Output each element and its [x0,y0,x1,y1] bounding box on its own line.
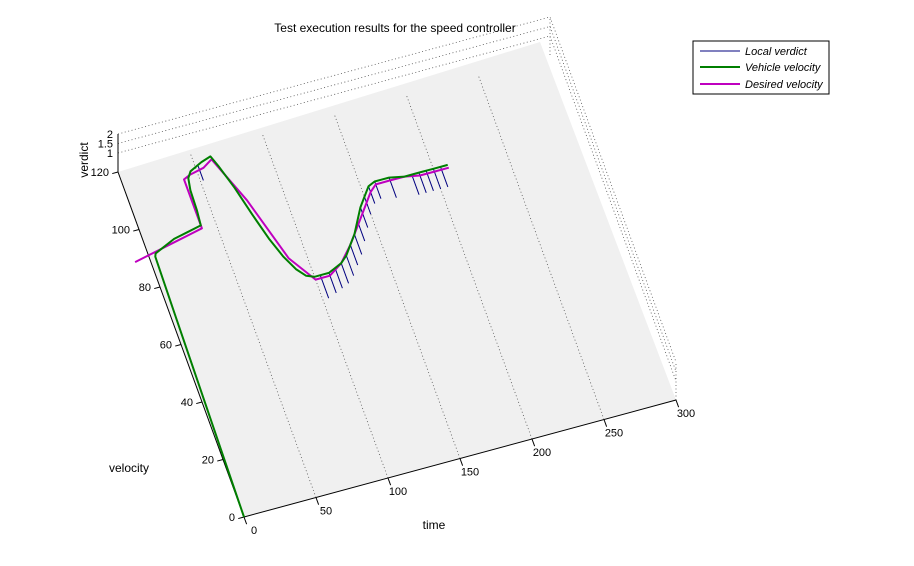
legend-entry-vehicle: Vehicle velocity [745,62,822,74]
time-tick-label: 200 [533,447,551,459]
verdict-tick-label: 1.5 [98,139,113,151]
velocity-tick-label: 100 [112,225,130,237]
local-verdict-drop [319,275,330,299]
verdict-tick-label: 2 [107,129,113,141]
velocity-tick-label: 40 [181,397,193,409]
time-tick-mark [243,516,248,525]
desired-velocity-line [134,158,450,281]
velocity-tick-label: 80 [139,282,151,294]
velocity-tick-label: 60 [160,340,172,352]
z-axis-label: verdict [77,142,91,178]
time-tick-mark [531,438,536,447]
velocity-tick-mark [133,229,140,232]
local-verdict-drop [197,165,204,181]
time-tick-label: 250 [605,428,623,440]
legend-entry-desired: Desired velocity [745,79,824,91]
velocity-tick-label: 20 [202,455,214,467]
time-tick-label: 0 [251,525,257,537]
local-verdict-drop [363,196,372,215]
local-verdict-drop [349,244,359,266]
velocity-tick-label: 0 [229,512,235,524]
local-verdict-drop [368,186,376,204]
local-verdict-drop [353,234,363,255]
vehicle-velocity-line [154,155,448,518]
local-verdict-drop [411,174,420,195]
local-verdict-drop [359,207,369,228]
legend-entry-verdict: Local verdict [745,46,808,58]
time-tick-label: 150 [461,467,479,479]
y-axis-label: velocity [109,461,149,475]
verdict-tick-label: 1 [107,148,113,160]
time-tick-mark [603,419,608,427]
chart-title: Test execution results for the speed con… [274,21,515,35]
tick-labels: 0 50 100 150 200 250 300 0 20 40 60 80 100 120 11.52 [91,129,696,537]
velocity-tick-label: 120 [91,167,109,179]
time-tick-label: 50 [320,506,332,518]
velocity-tick-mark [196,401,203,405]
local-verdict-drop [334,267,343,289]
velocity-tick-mark [217,459,224,462]
legend: Local verdict Vehicle velocity Desired v… [692,40,830,95]
local-verdict-drop [345,255,355,276]
velocity-tick-mark [175,344,182,347]
time-tick-mark [315,497,320,505]
plot-floor [118,42,676,517]
time-tick-mark [387,477,392,486]
time-tick-mark [675,399,680,408]
time-tick-label: 300 [677,408,695,420]
time-tick-label: 100 [389,486,407,498]
series-layer [134,155,450,518]
velocity-tick-mark [154,286,161,290]
time-tick-mark [459,458,464,466]
local-verdict-drop [340,263,350,284]
x-axis-label: time [423,518,446,532]
velocity-tick-mark [112,171,119,175]
